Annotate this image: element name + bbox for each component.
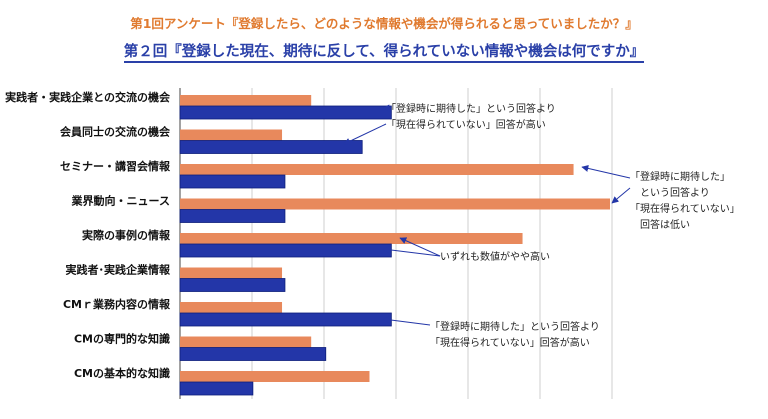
annotation-text: 「現在得られていない」 <box>630 203 740 215</box>
annotation-text: いずれも数値がやや高い <box>440 250 550 263</box>
category-label: 業界動向・ニュース <box>71 194 170 208</box>
bar-second-survey <box>179 347 327 361</box>
category-label: セミナー・講習会情報 <box>60 159 171 173</box>
bar-second-survey <box>179 312 392 327</box>
bar-first-survey <box>180 302 283 313</box>
second-survey-title: 第２回『登録した現在、期待に反して、得られていない情報や機会は何ですか』 <box>0 40 768 63</box>
bar-second-survey <box>179 105 392 120</box>
category-label: 実践者・実践企業との交流の機会 <box>5 90 171 104</box>
bar-first-survey <box>180 336 312 348</box>
bar-first-survey <box>180 198 610 210</box>
category-label: CMｒ業務内容の情報 <box>63 297 171 311</box>
annotation-text: 「現在得られていない」回答が高い <box>430 336 590 349</box>
annotation-text: 「登録時に期待した」 <box>630 170 730 183</box>
annotation-text: 「登録時に期待した」という回答より <box>386 102 556 115</box>
annotation-text: 回答は低い <box>630 218 690 231</box>
bar-second-survey <box>179 278 286 292</box>
bar-first-survey <box>180 233 523 244</box>
bar-second-survey <box>179 174 286 189</box>
category-label: 実際の事例の情報 <box>82 228 171 242</box>
bar-second-survey <box>179 209 286 223</box>
bar-first-survey <box>180 267 283 279</box>
category-label: CMの専門的な知識 <box>74 332 170 346</box>
bar-second-survey <box>179 243 392 258</box>
bar-first-survey <box>180 164 574 175</box>
bar-second-survey <box>179 140 363 154</box>
bar-first-survey <box>180 95 312 106</box>
second-survey-title-text: 第２回『登録した現在、期待に反して、得られていない情報や機会は何ですか』 <box>123 44 645 63</box>
category-label: CMの基本的な知識 <box>74 366 170 380</box>
annotation-arrow <box>581 164 631 179</box>
bar-first-survey <box>180 371 370 382</box>
annotation-arrow <box>382 316 431 326</box>
annotation-arrow <box>611 187 631 204</box>
annotation-text: 「登録時に期待した」という回答より <box>430 320 600 333</box>
category-label: 会員同士の交流の機会 <box>60 125 171 139</box>
bar-second-survey <box>179 381 254 396</box>
annotation-arrow <box>343 123 387 145</box>
annotation-text: という回答より <box>630 186 710 199</box>
category-label: 実践者･実践企業情報 <box>66 263 171 277</box>
annotation-arrow <box>399 237 441 257</box>
annotation-text: 「現在得られていない」回答が高い <box>386 118 546 131</box>
bar-first-survey <box>180 129 283 141</box>
annotation-arrow <box>382 246 441 257</box>
first-survey-title: 第1回アンケート『登録したら、どのような情報や機会が得られると思っていましたか？… <box>130 16 638 31</box>
